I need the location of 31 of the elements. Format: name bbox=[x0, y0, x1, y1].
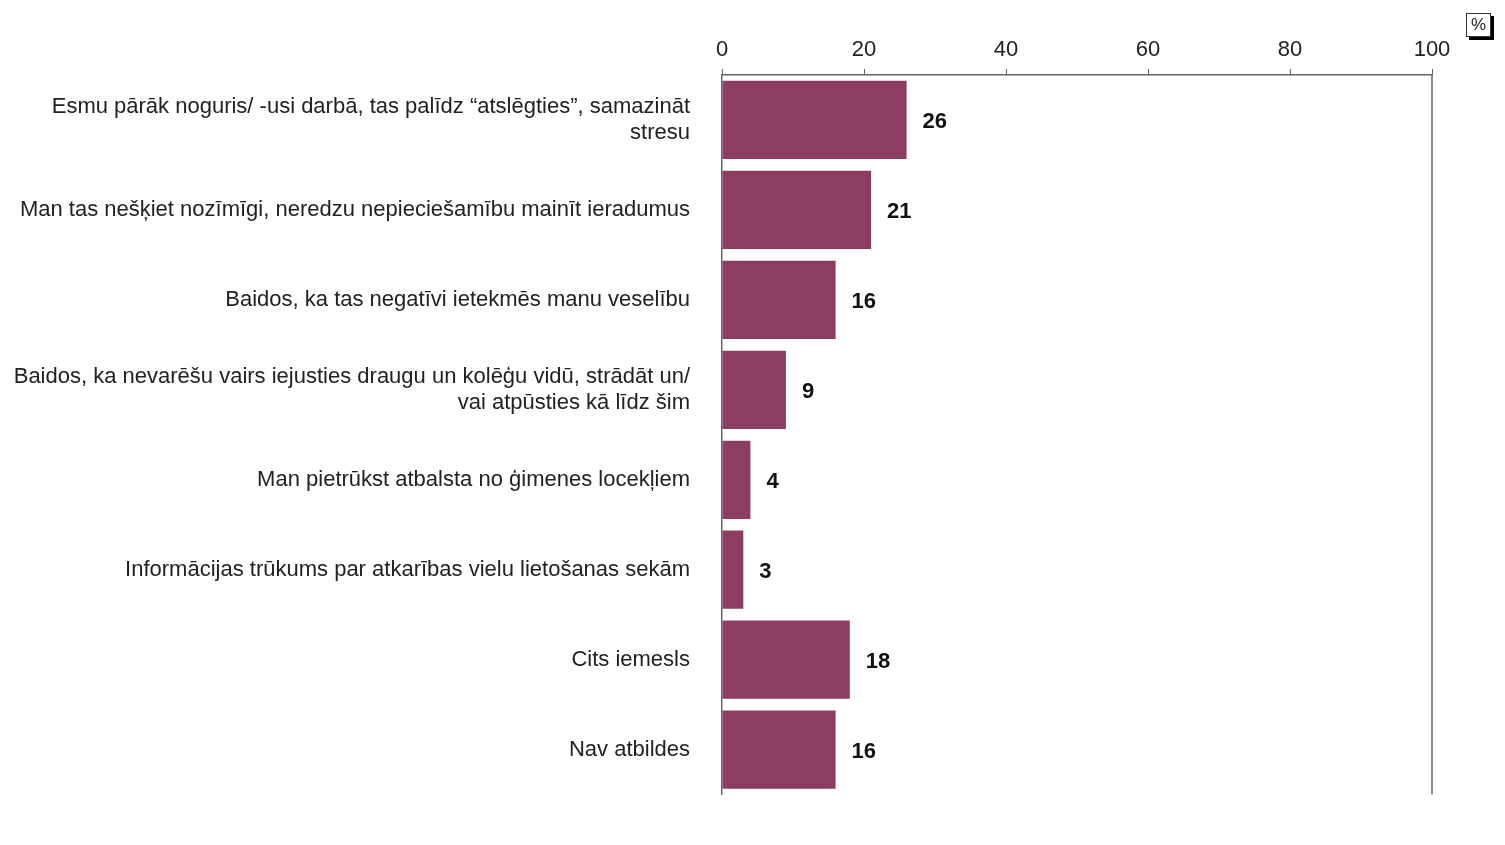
data-label: 18 bbox=[865, 647, 891, 673]
data-label: 26 bbox=[922, 108, 948, 134]
bar bbox=[722, 620, 850, 699]
data-label: 16 bbox=[851, 737, 877, 763]
bar bbox=[722, 710, 836, 789]
data-label: 4 bbox=[766, 467, 780, 493]
x-tick-label: 0 bbox=[715, 35, 729, 61]
y-tick-label: Cits iemesls bbox=[571, 645, 690, 671]
y-tick-label: Baidos, ka tas negatīvi ietekmēs manu veselību bbox=[225, 285, 690, 311]
bar bbox=[722, 350, 786, 429]
data-label: 9 bbox=[801, 377, 815, 403]
y-tick-label: Man pietrūkst atbalsta no ģimenes locekļiem bbox=[257, 465, 690, 491]
bar bbox=[722, 260, 836, 339]
y-tick-label: Nav atbildes bbox=[568, 735, 690, 761]
x-tick-label: 100 bbox=[1413, 35, 1451, 61]
y-tick-label: Informācijas trūkums par atkarības vielu lietošanas sekām bbox=[125, 555, 690, 581]
y-tick-label: Esmu pārāk noguris/ -usi darbā, tas palīdz “atslēgties”, samazināt stresu bbox=[51, 92, 690, 145]
bar bbox=[722, 170, 872, 250]
bar bbox=[722, 530, 744, 609]
x-axis-title: % bbox=[1466, 13, 1492, 37]
bar bbox=[722, 440, 751, 519]
x-tick-label: 20 bbox=[851, 35, 877, 61]
y-tick-label: Man tas nešķiet nozīmīgi, neredzu nepieciešamību mainīt ieradumus bbox=[19, 195, 690, 221]
data-label: 16 bbox=[851, 287, 877, 313]
data-label: 3 bbox=[759, 557, 772, 583]
x-tick-label: 80 bbox=[1277, 35, 1303, 61]
y-tick-label: Baidos, ka nevarēšu vairs iejusties draugu un kolēģu vidū, strādāt un/ vai atpūsties kā līdz šim bbox=[13, 362, 691, 415]
x-tick-label: 60 bbox=[1135, 35, 1161, 61]
x-tick-label: 40 bbox=[993, 35, 1019, 61]
bar bbox=[722, 80, 907, 160]
data-label: 21 bbox=[887, 197, 912, 223]
